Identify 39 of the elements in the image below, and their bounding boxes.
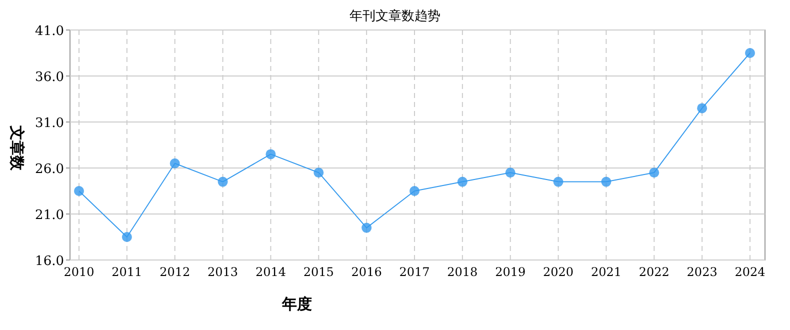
x-tick-label: 2014 xyxy=(255,265,286,279)
point xyxy=(314,168,324,178)
y-tick-label: 31.0 xyxy=(35,116,64,131)
y-tick-label: 41.0 xyxy=(35,24,64,39)
point xyxy=(218,176,228,187)
point xyxy=(266,149,276,160)
x-tick-label: 2012 xyxy=(160,265,190,279)
x-tick-label: 2017 xyxy=(399,265,430,279)
y-tick-label: 21.0 xyxy=(35,208,64,223)
x-tick-label: 2018 xyxy=(447,265,478,279)
x-tick-label: 2011 xyxy=(112,265,142,279)
point xyxy=(74,186,84,196)
x-tick-label: 2020 xyxy=(543,265,574,279)
y-tick-label: 26.0 xyxy=(35,162,64,177)
point xyxy=(649,168,660,178)
y-tick-label: 16.0 xyxy=(35,254,64,269)
point xyxy=(601,176,612,187)
x-tick-label: 2023 xyxy=(686,265,718,279)
point xyxy=(170,158,180,168)
x-tick-label: 2010 xyxy=(64,265,94,279)
x-tick-label: 2021 xyxy=(590,265,622,279)
point xyxy=(362,222,372,233)
x-axis-title: 年度 xyxy=(281,295,312,313)
x-tick-label: 2016 xyxy=(351,265,382,279)
point xyxy=(410,186,420,196)
x-tick-label: 2015 xyxy=(303,265,334,279)
x-tick-label: 2024 xyxy=(734,265,766,279)
point xyxy=(745,48,755,58)
x-tick-label: 2019 xyxy=(495,265,526,279)
x-tick-label: 2013 xyxy=(208,265,238,279)
point xyxy=(553,176,564,187)
chart-title: 年刊文章数趋势 xyxy=(350,9,440,24)
point xyxy=(697,103,708,114)
y-axis-title: 文章数 xyxy=(8,124,26,172)
point xyxy=(457,176,468,187)
x-tick-label: 2022 xyxy=(638,265,670,279)
point xyxy=(505,168,516,178)
point xyxy=(122,232,132,242)
y-tick-label: 36.0 xyxy=(35,70,64,85)
